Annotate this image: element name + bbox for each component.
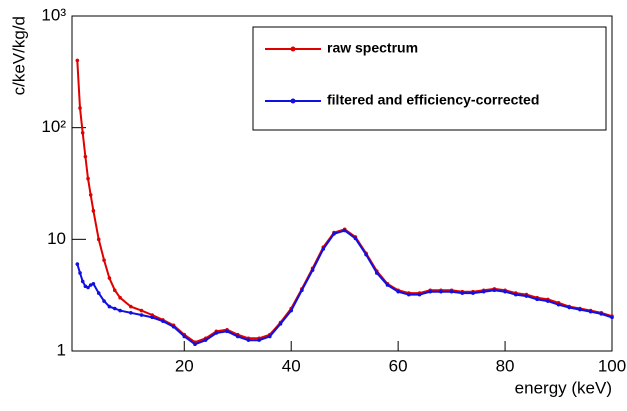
data-point [546,299,550,303]
legend-box [252,26,607,131]
data-point [289,308,294,313]
x-tick-label: 100 [598,356,626,375]
data-point [278,322,283,326]
data-point [75,262,80,266]
data-point [364,252,368,257]
data-point [96,237,101,242]
data-point [300,288,304,293]
data-point [102,258,106,263]
plot-frame [71,15,613,352]
y-tick-label: 10³ [41,5,66,24]
y-tick-label: 1 [57,340,66,359]
data-point [139,308,144,313]
data-point [75,58,80,63]
data-point [107,304,112,309]
data-point [88,193,93,197]
data-point [112,288,117,293]
data-point [599,312,604,316]
data-point [161,319,165,323]
data-point [225,329,229,334]
data-point [118,308,122,313]
data-point [193,342,197,347]
data-point [353,236,358,241]
data-point [610,315,614,320]
data-point [80,130,85,135]
data-point [86,176,90,181]
data-point [471,291,475,295]
series-line [76,229,613,346]
legend-marker [290,98,296,104]
y-tick-label: 10² [41,117,66,136]
x-tick-label: 20 [175,356,194,375]
data-point [567,305,572,310]
data-point [578,307,582,312]
x-tick-label: 80 [496,356,515,375]
data-point [83,284,88,289]
data-point [214,331,219,335]
data-point [88,283,93,287]
data-point [107,276,112,280]
data-point [268,334,272,339]
data-point [139,313,144,317]
data-point [129,310,133,315]
data-point [513,292,518,297]
data-point [481,289,486,294]
legend-label: raw spectrum [327,40,418,56]
data-point [86,285,90,290]
data-point [407,292,411,297]
data-point [102,299,106,303]
data-point [439,289,443,294]
data-point [556,302,561,307]
data-point [203,338,208,342]
data-point [91,209,96,213]
x-tick-label: 60 [389,356,408,375]
x-tick-label: 40 [282,356,301,375]
data-point [503,289,507,294]
data-point [310,268,315,272]
data-point [588,309,593,314]
data-point [78,106,82,110]
data-point [96,291,101,295]
data-point [118,295,122,300]
x-axis-label: energy (keV) [515,378,612,397]
data-point [374,271,379,275]
data-point [83,154,88,159]
data-point [129,304,133,309]
data-point [321,247,326,251]
y-axis-label: c/keV/kg/d [9,16,28,95]
data-point [182,334,187,339]
legend-label: filtered and efficiency-corrected [327,92,539,108]
data-point [112,306,117,311]
data-point [150,315,154,320]
data-point [342,228,347,233]
data-point [171,324,176,329]
data-point [385,283,390,287]
data-point [535,297,539,302]
data-point [449,289,454,294]
data-point [428,289,433,294]
data-point [417,292,422,297]
y-tick-label: 10 [47,229,66,248]
data-point [246,338,251,342]
data-point [492,288,497,293]
legend-marker [290,46,296,52]
data-point [460,291,465,295]
data-point [524,294,529,298]
data-point [332,232,336,236]
data-point [396,289,400,294]
data-point [78,271,82,275]
data-point [235,334,240,339]
data-point [257,338,261,342]
data-point [91,281,96,286]
data-point [80,279,85,284]
